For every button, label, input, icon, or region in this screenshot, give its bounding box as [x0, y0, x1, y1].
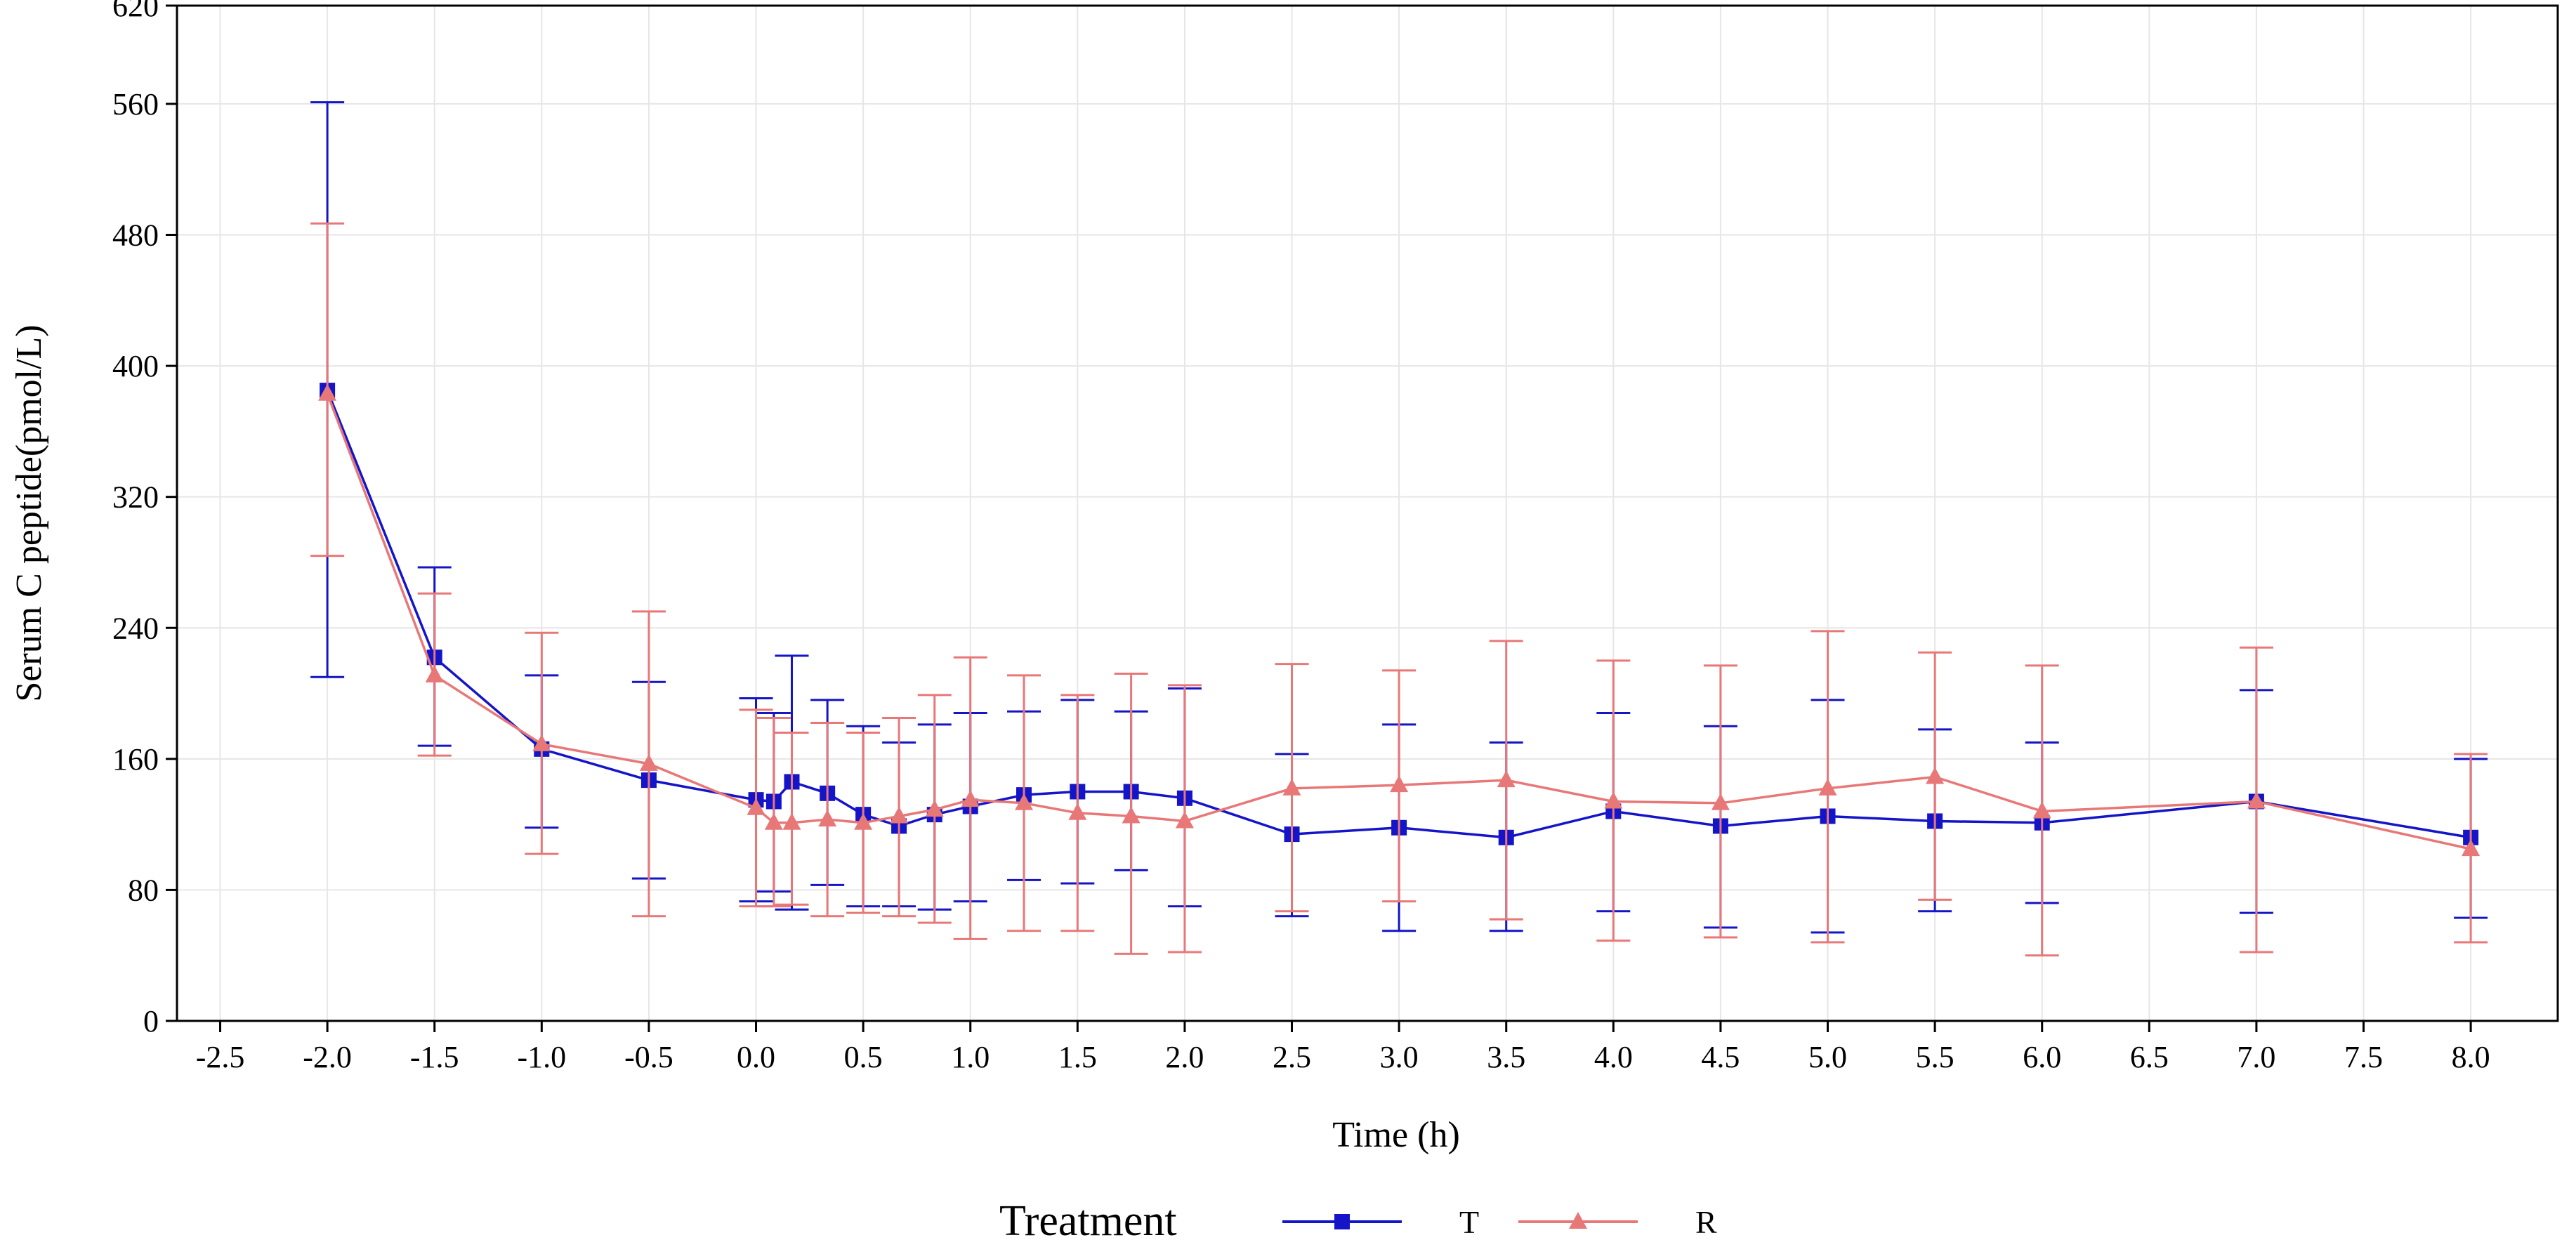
x-tick-label: 4.0 — [1594, 1040, 1633, 1074]
x-tick-label: 0.0 — [737, 1040, 775, 1074]
x-tick-label: 3.5 — [1487, 1040, 1525, 1074]
data-point-R — [1604, 791, 1623, 809]
data-point-R — [961, 790, 980, 807]
x-tick-label: 2.5 — [1273, 1040, 1311, 1074]
x-tick-label: 7.0 — [2237, 1040, 2275, 1074]
data-point-R — [2462, 839, 2480, 857]
data-point-R — [425, 665, 444, 682]
x-tick-label: -2.5 — [196, 1040, 245, 1074]
y-tick-label: 400 — [112, 349, 159, 383]
x-tick-label: -1.5 — [410, 1040, 459, 1074]
data-point-R — [1711, 793, 1730, 810]
x-tick-label: 6.5 — [2130, 1040, 2169, 1074]
data-point-R — [1282, 778, 1301, 796]
x-tick-label: 5.5 — [1916, 1040, 1954, 1074]
y-tick-label: 480 — [112, 218, 159, 253]
data-point-R — [1926, 767, 1945, 784]
data-point-R — [1068, 803, 1087, 820]
x-tick-label: 3.0 — [1380, 1040, 1419, 1074]
y-tick-label: 620 — [112, 0, 159, 23]
y-tick-label: 80 — [128, 873, 159, 907]
legend-title: Treatment — [999, 1197, 1177, 1245]
data-point-R — [782, 812, 801, 830]
series-layer — [310, 101, 2488, 957]
legend-label-T: T — [1459, 1204, 1479, 1240]
data-point-R — [532, 734, 551, 751]
data-point-R — [818, 810, 837, 827]
legend-marker-R — [1569, 1212, 1587, 1229]
x-tick-label: -2.0 — [303, 1040, 352, 1074]
x-tick-label: -0.5 — [624, 1040, 673, 1074]
y-tick-label: 0 — [143, 1004, 159, 1038]
y-tick-label: 320 — [112, 480, 159, 515]
legend-label-R: R — [1695, 1204, 1717, 1240]
x-tick-label: 0.5 — [844, 1040, 883, 1074]
data-point-R — [747, 798, 765, 815]
axes: 0 80 160 240 320 400 480 560 620 -2.5 -2.0 -1.5 -1.0… — [112, 0, 2490, 1074]
grid-lines — [177, 6, 2558, 1021]
data-point-R — [2247, 791, 2266, 809]
data-point-R — [1818, 778, 1837, 796]
x-tick-label: 2.0 — [1165, 1040, 1204, 1074]
plot-frame — [176, 4, 2559, 1022]
legend-marker-T — [1334, 1214, 1350, 1229]
data-point-R — [854, 812, 873, 830]
y-tick-label: 560 — [112, 87, 159, 121]
data-point-R — [1390, 775, 1409, 793]
legend: Treatment T R — [999, 1197, 1717, 1245]
x-tick-label: 5.0 — [1808, 1040, 1847, 1074]
data-point-R — [1015, 793, 1034, 810]
y-tick-label: 160 — [112, 742, 159, 777]
data-point-R — [1175, 811, 1194, 829]
series-R — [310, 222, 2488, 957]
data-point-R — [890, 806, 909, 824]
data-point-R — [1122, 806, 1141, 824]
data-point-R — [1497, 770, 1516, 788]
x-tick-label: 8.0 — [2452, 1040, 2490, 1074]
data-point-R — [2032, 801, 2051, 819]
x-axis-title: Time (h) — [1332, 1115, 1460, 1155]
x-tick-label: 1.5 — [1058, 1040, 1097, 1074]
x-tick-label: 4.5 — [1701, 1040, 1740, 1074]
x-tick-label: 1.0 — [951, 1040, 990, 1074]
x-tick-label: -1.0 — [517, 1040, 566, 1074]
x-tick-label: 7.5 — [2344, 1040, 2383, 1074]
data-point-R — [318, 383, 337, 401]
data-point-R — [764, 812, 783, 830]
data-point-R — [925, 800, 944, 817]
y-axis-title: Serum C peptide(pmol/L) — [9, 324, 49, 701]
y-tick-label: 240 — [112, 611, 159, 645]
data-point-R — [639, 753, 658, 771]
x-tick-label: 6.0 — [2023, 1040, 2061, 1074]
